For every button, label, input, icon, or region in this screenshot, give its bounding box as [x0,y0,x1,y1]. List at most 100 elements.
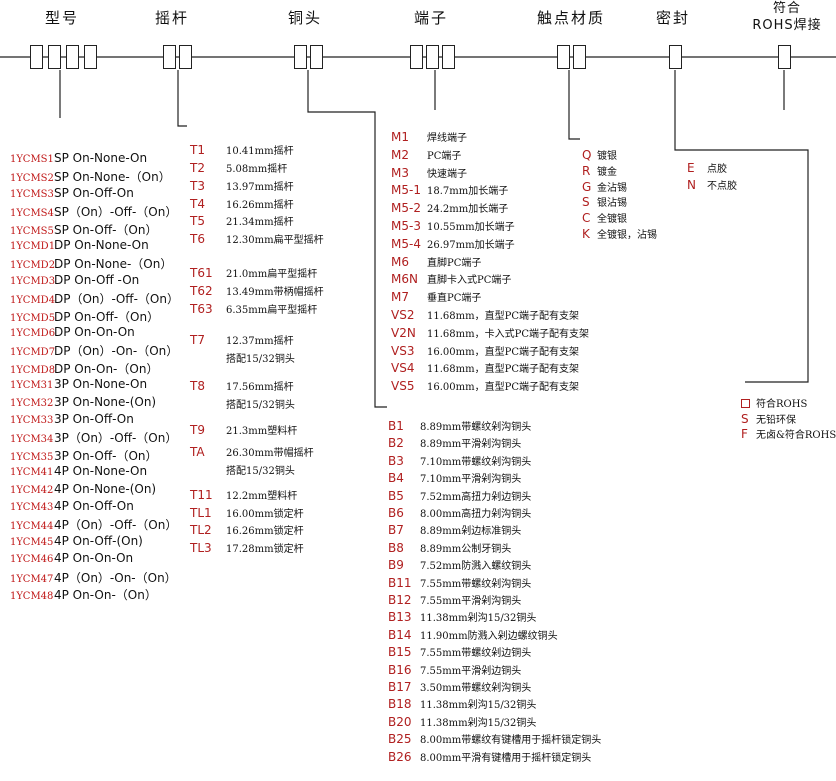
model-code: 1YCM41 [10,467,54,479]
bushing-description: 7.55mm平滑剁沟铜头 [420,596,522,607]
lever-code: T11 [190,488,213,502]
model-description: 3P（On）-Off-（On） [54,431,178,446]
code-box [442,45,455,69]
contact-row: K 全镀银，沾锡 [582,226,657,241]
model-code: 1YCM34 [10,434,54,446]
rohs-description: 符合ROHS [756,399,808,410]
model-code: 1YCM33 [10,415,54,426]
model-description: DP On-None-On [54,238,149,252]
rohs-description: 无卤&符合ROHS [756,430,836,441]
contact-description: 全镀银 [597,214,627,226]
lever-description: 17.56mm摇杆 [226,382,294,393]
model-row: 1YCMS3SP On-Off-On [10,186,134,200]
lever-description: 16.26mm摇杆 [226,200,294,211]
model-row: 1YCM444P（On）-Off-（On） [10,516,177,533]
header-seal: 密封 [656,9,691,27]
bushing-leader [307,70,387,408]
terminal-code: M5-4 [391,236,421,251]
model-description: DP On-On-（On） [54,361,159,376]
seal-row: E 点胶 [687,160,727,175]
model-row: 1YCM434P On-Off-On [10,499,134,513]
header-model: 型号 [45,9,80,27]
model-description: SP On-None-On [54,151,148,165]
terminal-row: M5-3 10.55mm加长端子 [391,218,515,233]
contact-description: 银沾锡 [597,198,627,210]
lever-description: 5.08mm摇杆 [226,164,288,175]
bushing-description: 7.52mm高扭力剁边铜头 [420,491,532,503]
model-description: DP On-Off-（On） [54,309,160,324]
code-box [163,45,176,69]
model-description: 4P On-Off-On [54,499,134,513]
contact-code: R [582,163,591,178]
bushing-description: 7.10mm平滑剁沟铜头 [420,474,522,486]
bushing-row: B13 11.38mm剁沟15/32铜头 [388,609,536,624]
model-description: DP（On）-On-（On） [54,344,179,359]
lever-code: T63 [190,302,213,316]
terminal-code: VS2 [391,308,415,322]
terminal-row: M6 直脚PC端子 [391,254,481,269]
model-code: 1YCM43 [10,502,54,513]
rohs-row: S 无铅环保 [741,411,796,426]
terminal-code: M3 [391,165,409,180]
lever-row: T1 10.41mm摇杆 [190,142,294,157]
terminal-row: M5-2 24.2mm加长端子 [391,200,508,215]
lever-row: T2 5.08mm摇杆 [190,160,287,175]
terminal-description: 16.00mm，直型PC端子配有支架 [427,382,579,394]
code-box [84,45,97,69]
lever-row: T61 21.0mm扁平型摇杆 [190,265,317,280]
lever-leader [177,70,187,127]
code-box [557,45,570,69]
terminal-code: M2 [391,147,409,162]
bushing-description: 7.55mm带螺纹剁边铜头 [420,648,532,660]
bushing-description: 8.89mm公制牙铜头 [420,543,512,555]
contact-row: Q 镀银 [582,147,617,162]
model-row: 1YCMD5DP On-Off-（On） [10,308,159,325]
model-row: 1YCMD2DP On-None-（On） [10,255,172,272]
seal-leader [674,70,809,383]
code-box [179,45,192,69]
model-description: 4P On-On-On [54,551,134,566]
contact-row: G 金沾锡 [582,179,627,194]
code-box [778,45,791,69]
model-description: SP On-Off-On [54,185,134,200]
lever-code: TA [190,445,205,459]
bushing-code: B13 [388,610,412,625]
bushing-description: 11.38mm剁沟15/32铜头 [420,717,537,729]
contact-code: Q [582,148,592,162]
model-row: 1YCMS5SP On-Off-（On） [10,221,157,238]
model-code: 1YCMD3 [10,275,56,287]
code-box [66,45,79,69]
lever-description-2: 搭配15/32铜头 [226,400,295,411]
header-rohs: 符合 ROHS焊接 [747,0,827,34]
bushing-row: B14 11.90mm防溅入剁边螺纹铜头 [388,627,558,642]
lever-description: 16.26mm锁定杆 [226,526,304,537]
terminal-code: M5-3 [391,219,421,233]
code-box [30,45,43,69]
terminal-row: VS2 11.68mm，直型PC端子配有支架 [391,307,579,322]
model-code: 1YCMS5 [10,225,54,237]
bushing-code: B1 [388,419,404,433]
contact-code: G [582,179,592,194]
lever-description: 10.41mm摇杆 [226,146,294,157]
lever-code: TL3 [190,541,212,555]
model-description: DP On-Off -On [54,272,140,287]
bushing-description: 8.00mm带螺纹有键槽用于摇杆锁定铜头 [420,735,602,747]
lever-description-2: 搭配15/32铜头 [226,354,295,365]
lever-row: T4 16.26mm摇杆 [190,196,294,211]
model-description: 3P On-Off-（On） [54,448,158,463]
lever-description: 6.35mm扁平型摇杆 [226,305,318,316]
bushing-code: B8 [388,540,404,555]
lever-description: 12.2mm塑料杆 [226,491,298,502]
bushing-description: 3.50mm带螺纹剁沟铜头 [420,683,532,694]
lever-description: 21.0mm扁平型摇杆 [226,269,318,280]
model-row: 1YCM414P On-None-On [10,464,147,478]
lever-code: T4 [190,197,205,211]
bushing-code: B4 [388,471,404,486]
model-row: 1YCMD8DP On-On-（On） [10,360,158,377]
model-row: 1YCM464P On-On-On [10,551,133,565]
bushing-row: B15 7.55mm带螺纹剁边铜头 [388,644,531,659]
bushing-row: B11 7.55mm带螺纹剁沟铜头 [388,575,531,590]
contact-leader [568,70,580,140]
rohs-code: F [741,427,748,441]
model-description: 4P On-On-（On） [54,588,157,602]
